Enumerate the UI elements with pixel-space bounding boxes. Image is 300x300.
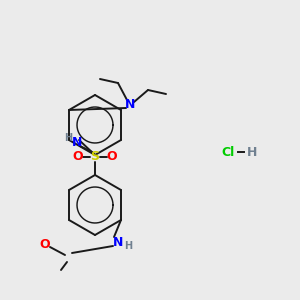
Text: Cl: Cl bbox=[221, 146, 235, 158]
Text: H: H bbox=[247, 146, 257, 158]
Text: S: S bbox=[91, 151, 100, 164]
Text: N: N bbox=[125, 98, 135, 112]
Text: N: N bbox=[72, 136, 82, 149]
Text: O: O bbox=[107, 151, 117, 164]
Text: O: O bbox=[73, 151, 83, 164]
Text: H: H bbox=[64, 133, 72, 143]
Text: H: H bbox=[124, 241, 132, 251]
Text: O: O bbox=[40, 238, 50, 251]
Text: N: N bbox=[113, 236, 123, 248]
